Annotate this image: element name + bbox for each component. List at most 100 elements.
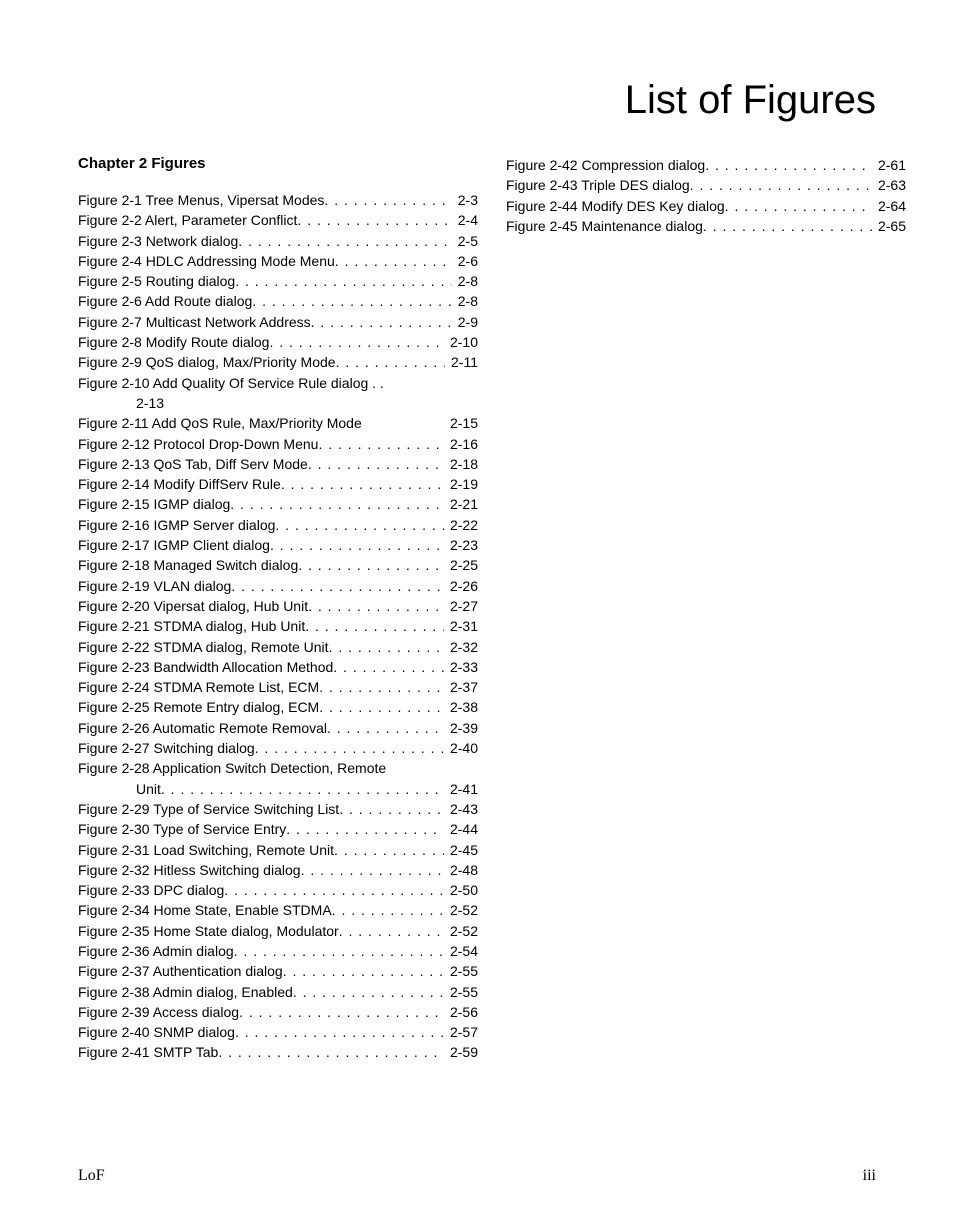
toc-entry: Figure 2-35 Home State dialog, Modulator… (78, 921, 478, 941)
toc-entry: Figure 2-45 Maintenance dialog2-65 (506, 216, 906, 236)
toc-entry-page: 2-6 (452, 251, 478, 271)
toc-leader-dots (335, 251, 452, 271)
toc-leader-dots (318, 434, 444, 454)
toc-leader-dots (239, 1002, 444, 1022)
toc-leader-dots (293, 982, 444, 1002)
toc-leader-dots (224, 880, 444, 900)
toc-entry-page: 2-27 (444, 596, 478, 616)
toc-entry: 2-13 (78, 393, 478, 413)
toc-leader-dots (329, 637, 444, 657)
toc-leader-dots (286, 819, 444, 839)
toc-entry: Figure 2-22 STDMA dialog, Remote Unit2-3… (78, 637, 478, 657)
chapter-heading: Chapter 2 Figures (78, 155, 478, 172)
toc-entry-page: 2-37 (444, 677, 478, 697)
toc-entry-label: Figure 2-28 Application Switch Detection… (78, 758, 386, 778)
toc-entry: Figure 2-21 STDMA dialog, Hub Unit 2-31 (78, 616, 478, 636)
toc-entry: Figure 2-29 Type of Service Switching Li… (78, 799, 478, 819)
toc-entry-label: Figure 2-10 Add Quality Of Service Rule … (78, 373, 384, 393)
toc-leader-dots (255, 738, 444, 758)
toc-entry-label: Figure 2-19 VLAN dialog (78, 576, 231, 596)
toc-entry-label: Figure 2-23 Bandwidth Allocation Method (78, 657, 333, 677)
toc-entry: Figure 2-32 Hitless Switching dialog 2-48 (78, 860, 478, 880)
toc-entry-page: 2-18 (444, 454, 478, 474)
toc-entry-page: 2-43 (444, 799, 478, 819)
toc-entry-label: Figure 2-3 Network dialog (78, 231, 238, 251)
toc-entry: Figure 2-34 Home State, Enable STDMA2-52 (78, 900, 478, 920)
toc-entry: Figure 2-37 Authentication dialog2-55 (78, 961, 478, 981)
toc-entry-label: Figure 2-32 Hitless Switching dialog (78, 860, 301, 880)
toc-leader-dots (319, 697, 444, 717)
toc-entry: Figure 2-25 Remote Entry dialog, ECM2-38 (78, 697, 478, 717)
toc-entry-page: 2-16 (444, 434, 478, 454)
toc-leader-dots (339, 921, 444, 941)
toc-entry-page: 2-52 (444, 900, 478, 920)
toc-entry-label: Figure 2-16 IGMP Server dialog (78, 515, 275, 535)
toc-entry: Figure 2-27 Switching dialog2-40 (78, 738, 478, 758)
toc-entry-label: Figure 2-33 DPC dialog (78, 880, 224, 900)
footer-left: LoF (78, 1167, 105, 1185)
toc-leader-dots (275, 515, 444, 535)
toc-entry-label: Figure 2-40 SNMP dialog (78, 1022, 235, 1042)
toc-entry-label: 2-13 (78, 393, 164, 413)
toc-entry-page: 2-31 (444, 616, 478, 636)
toc-entry: Figure 2-5 Routing dialog2-8 (78, 271, 478, 291)
toc-entry-page: 2-38 (444, 697, 478, 717)
toc-entry-label: Figure 2-26 Automatic Remote Removal (78, 718, 327, 738)
toc-leader-dots (332, 900, 444, 920)
toc-leader-dots (234, 941, 444, 961)
toc-entry-label: Figure 2-17 IGMP Client dialog (78, 535, 270, 555)
toc-entry: Figure 2-8 Modify Route dialog2-10 (78, 332, 478, 352)
toc-leader-dots (283, 961, 444, 981)
toc-list-left: Figure 2-1 Tree Menus, Vipersat Modes2-3… (78, 190, 478, 1063)
toc-entry-label: Figure 2-2 Alert, Parameter Conflict (78, 210, 297, 230)
toc-entry-page: 2-48 (444, 860, 478, 880)
toc-leader-dots (725, 196, 872, 216)
toc-entry: Figure 2-19 VLAN dialog 2-26 (78, 576, 478, 596)
toc-leader-dots (334, 840, 444, 860)
toc-entry-page: 2-4 (452, 210, 478, 230)
toc-leader-dots (230, 494, 444, 514)
toc-entry: Figure 2-3 Network dialog2-5 (78, 231, 478, 251)
toc-entry-label: Figure 2-21 STDMA dialog, Hub Unit (78, 616, 305, 636)
toc-entry-label: Figure 2-35 Home State dialog, Modulator (78, 921, 339, 941)
toc-leader-dots (298, 555, 444, 575)
toc-leader-dots (235, 1022, 444, 1042)
toc-entry-page: 2-55 (444, 982, 478, 1002)
toc-entry-page: 2-65 (872, 216, 906, 236)
toc-entry: Figure 2-10 Add Quality Of Service Rule … (78, 373, 478, 393)
toc-entry-page: 2-3 (452, 190, 478, 210)
toc-entry-page: 2-44 (444, 819, 478, 839)
toc-leader-dots (324, 190, 451, 210)
toc-entry-page: 2-15 (444, 413, 478, 433)
toc-leader-dots (703, 216, 872, 236)
toc-entry-page: 2-57 (444, 1022, 478, 1042)
toc-entry: Figure 2-38 Admin dialog, Enabled 2-55 (78, 982, 478, 1002)
toc-leader-dots (339, 799, 444, 819)
toc-entry: Figure 2-44 Modify DES Key dialog2-64 (506, 196, 906, 216)
toc-entry: Figure 2-23 Bandwidth Allocation Method 2… (78, 657, 478, 677)
column-right: Figure 2-42 Compression dialog2-61Figure… (506, 155, 906, 1063)
toc-entry-page: 2-54 (444, 941, 478, 961)
toc-entry-label: Figure 2-13 QoS Tab, Diff Serv Mode (78, 454, 308, 474)
toc-entry-page: 2-22 (444, 515, 478, 535)
toc-entry-page: 2-33 (444, 657, 478, 677)
toc-entry-page: 2-45 (444, 840, 478, 860)
toc-entry-page: 2-26 (444, 576, 478, 596)
toc-entry-page: 2-19 (444, 474, 478, 494)
toc-entry-label: Figure 2-36 Admin dialog (78, 941, 234, 961)
toc-entry-label: Figure 2-15 IGMP dialog (78, 494, 230, 514)
toc-entry: Figure 2-7 Multicast Network Address2-9 (78, 312, 478, 332)
toc-entry: Figure 2-43 Triple DES dialog2-63 (506, 175, 906, 195)
toc-leader-dots (308, 454, 444, 474)
toc-entry: Figure 2-28 Application Switch Detection… (78, 758, 478, 778)
toc-entry-page: 2-10 (444, 332, 478, 352)
toc-entry-label: Figure 2-30 Type of Service Entry (78, 819, 286, 839)
toc-entry: Figure 2-18 Managed Switch dialog2-25 (78, 555, 478, 575)
toc-leader-dots (270, 535, 444, 555)
toc-entry-label: Figure 2-39 Access dialog (78, 1002, 239, 1022)
toc-entry-label: Figure 2-41 SMTP Tab (78, 1042, 218, 1062)
toc-entry-label: Figure 2-38 Admin dialog, Enabled (78, 982, 293, 1002)
toc-entry-page: 2-61 (872, 155, 906, 175)
toc-entry: Unit2-41 (78, 779, 478, 799)
toc-entry-label: Figure 2-18 Managed Switch dialog (78, 555, 298, 575)
